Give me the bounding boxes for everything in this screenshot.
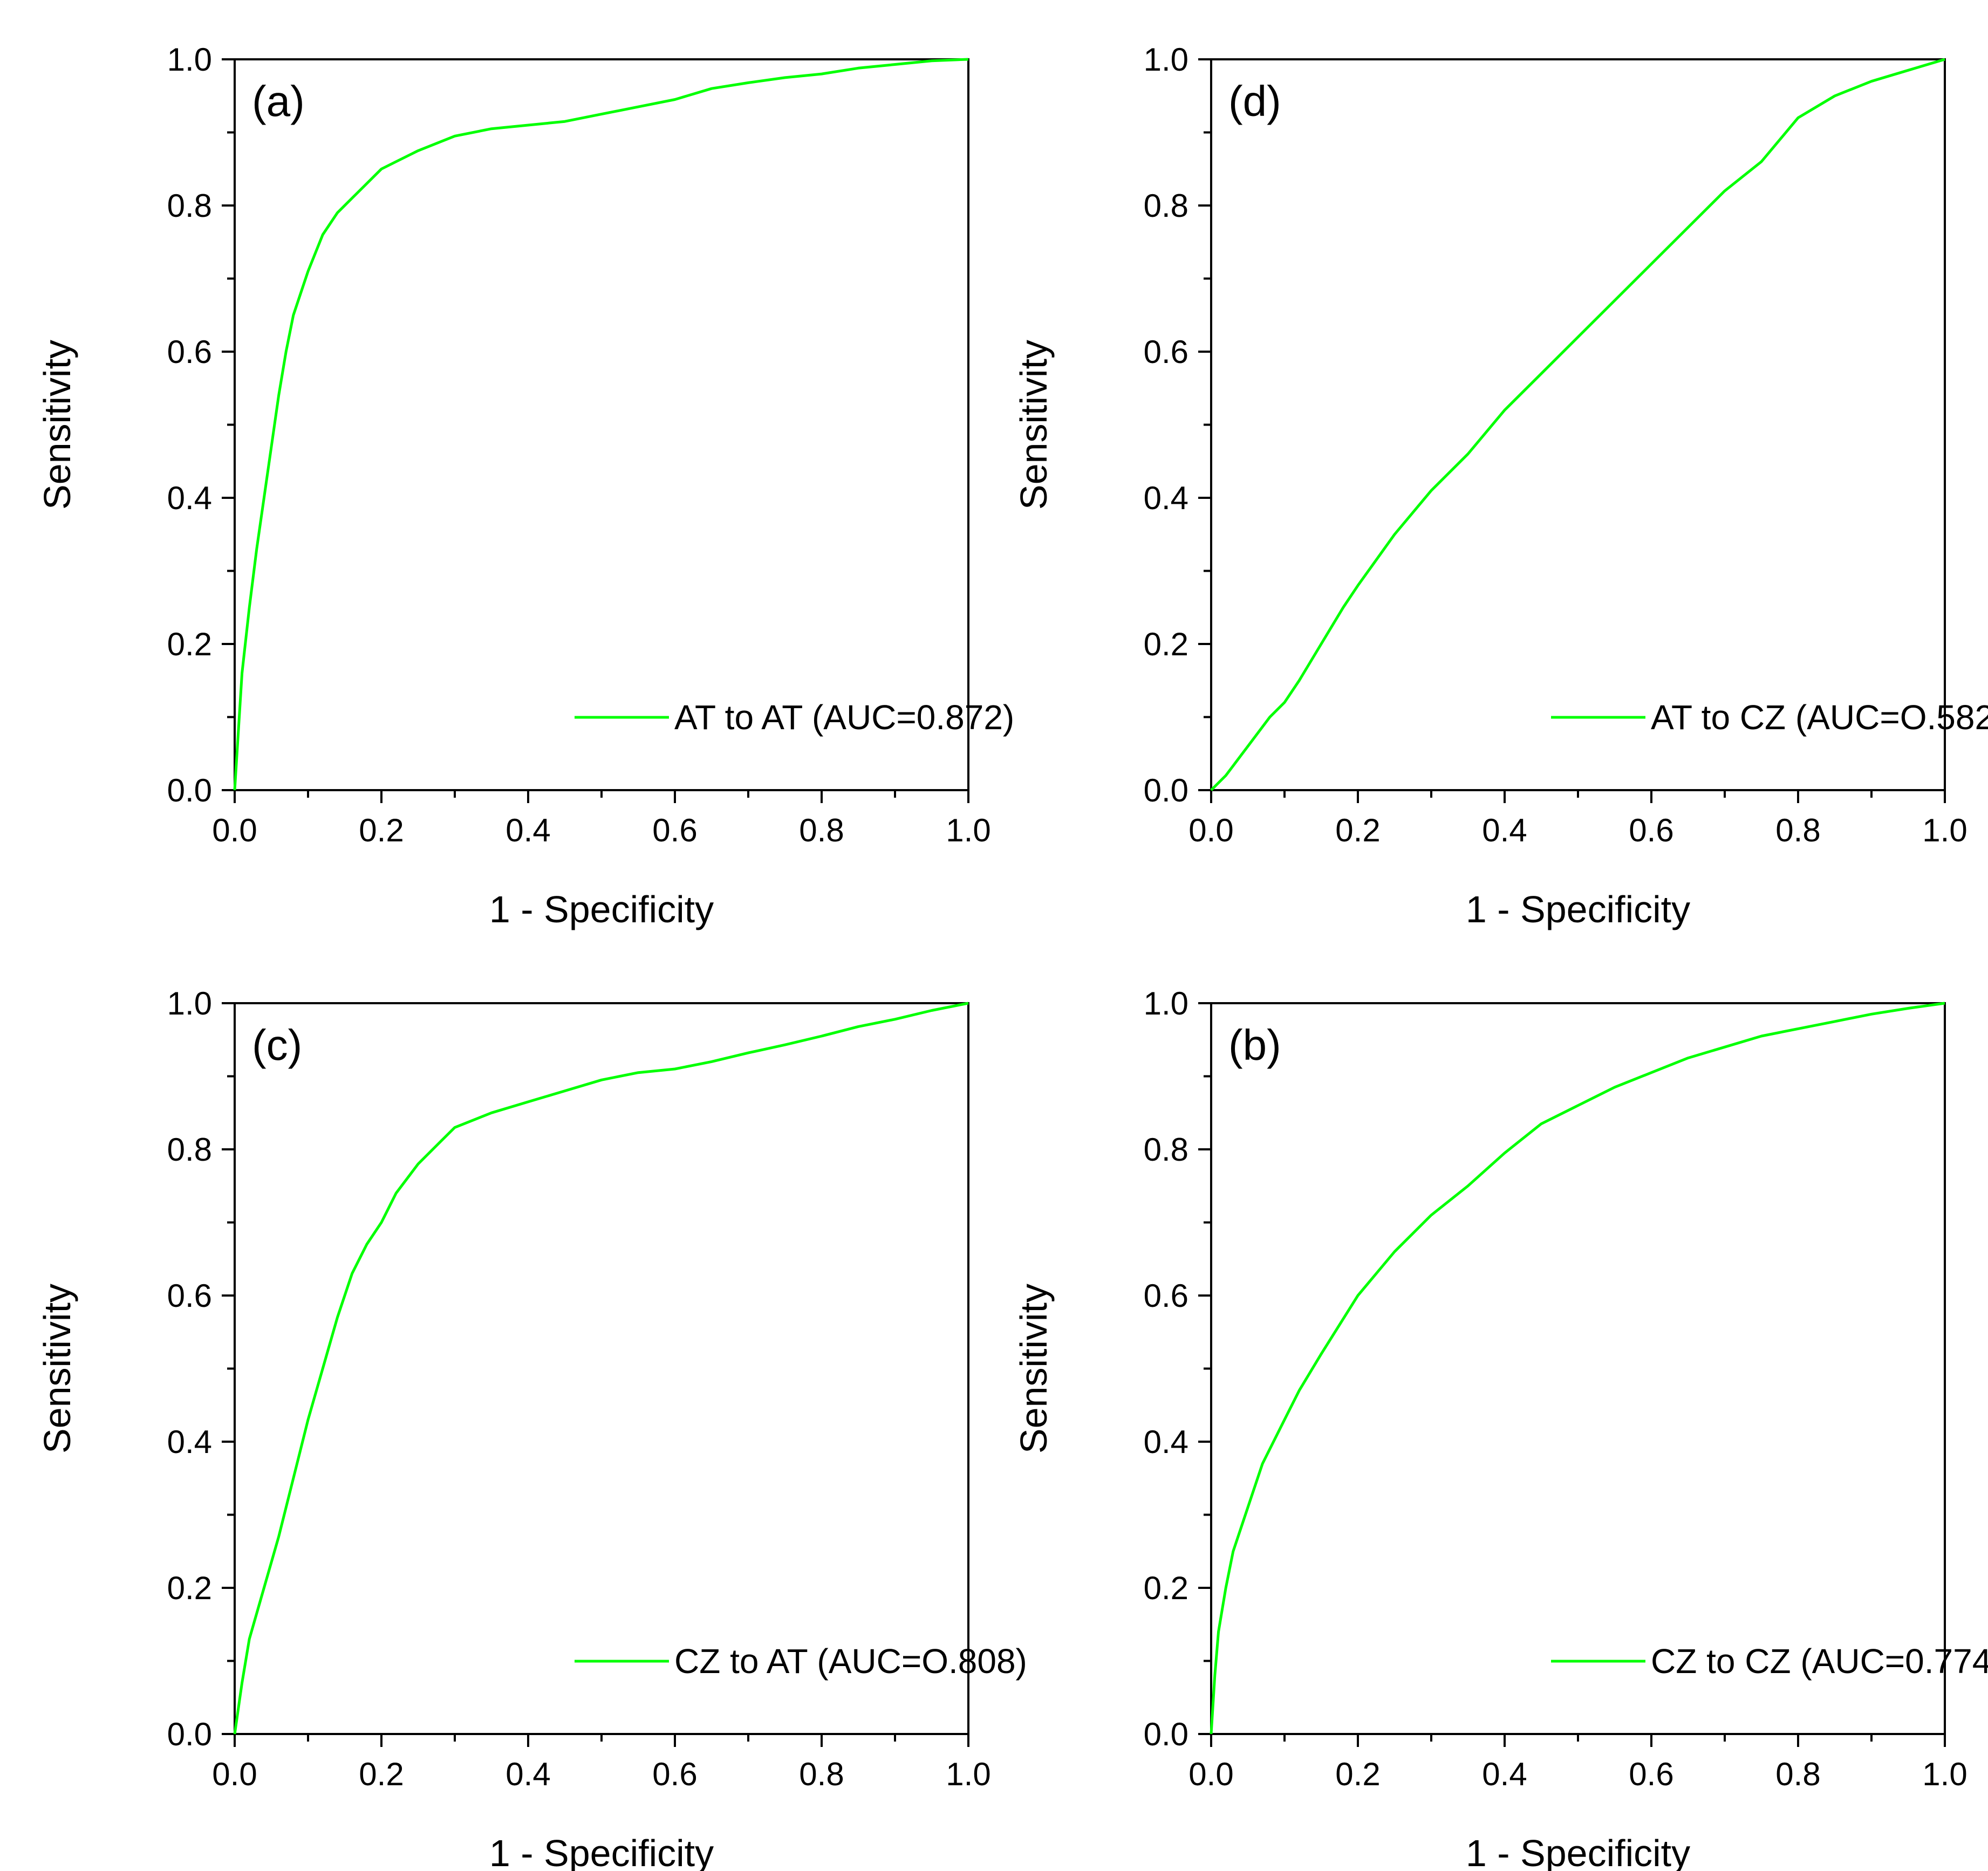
- roc-panel-d: 0.0 0.2 0.4 0.6 0.8 1.0 0.0 0.2 0.4 0.6 0.8 1.0 1 - …: [1013, 42, 1988, 930]
- y-tick-label: 0.2: [1144, 1570, 1188, 1606]
- y-tick-label: 1.0: [167, 42, 212, 78]
- x-tick-label: 0.2: [1335, 1756, 1380, 1792]
- x-axis-title: 1 - Specificity: [489, 888, 714, 930]
- x-tick-label: 0.2: [1335, 812, 1380, 848]
- roc-panel-b: 0.0 0.2 0.4 0.6 0.8 1.0 0.0 0.2 0.4 0.6 0.8 1.0 1 - …: [1013, 985, 1988, 1871]
- panel-label: (b): [1228, 1021, 1281, 1069]
- x-tick-label: 0.2: [359, 1756, 404, 1792]
- x-tick-label: 1.0: [946, 1756, 990, 1792]
- y-tick-label: 0.4: [167, 1424, 212, 1460]
- roc-panel-c: 0.0 0.2 0.4 0.6 0.8 1.0 0.0 0.2 0.4 0.6 0.8 1.0 1 - …: [36, 985, 1027, 1871]
- x-tick-label: 0.0: [212, 1756, 257, 1792]
- y-tick-label: 0.6: [1144, 1278, 1188, 1314]
- legend-label: CZ to AT (AUC=O.808): [674, 1642, 1027, 1681]
- y-axis-title: Sensitivity: [36, 340, 78, 510]
- x-tick-label: 0.0: [1188, 1756, 1233, 1792]
- x-tick-label: 1.0: [946, 812, 990, 848]
- x-tick-label: 0.8: [799, 1756, 844, 1792]
- x-tick-label: 1.0: [1922, 812, 1967, 848]
- y-tick-label: 1.0: [167, 985, 212, 1022]
- y-tick-label: 0.0: [167, 1716, 212, 1752]
- y-axis-title: Sensitivity: [1013, 340, 1055, 510]
- y-tick-label: 0.6: [1144, 334, 1188, 370]
- x-tick-label: 0.2: [359, 812, 404, 848]
- y-tick-label: 0.8: [167, 188, 212, 224]
- y-tick-label: 1.0: [1144, 42, 1188, 78]
- y-axis-title: Sensitivity: [36, 1284, 78, 1454]
- x-tick-label: 0.8: [1775, 1756, 1820, 1792]
- x-tick-label: 0.6: [1629, 812, 1673, 848]
- x-axis-title: 1 - Specificity: [1466, 1832, 1690, 1871]
- plot-frame: [234, 1002, 969, 1735]
- roc-curve: [233, 1002, 969, 1735]
- roc-curve: [1210, 1002, 1945, 1735]
- x-tick-label: 0.6: [1629, 1756, 1673, 1792]
- y-tick-label: 1.0: [1144, 985, 1188, 1022]
- x-tick-label: 0.4: [505, 1756, 550, 1792]
- x-tick-label: 0.8: [799, 812, 844, 848]
- x-tick-label: 0.0: [1188, 812, 1233, 848]
- panel-label: (c): [252, 1021, 302, 1069]
- y-tick-label: 0.4: [1144, 480, 1188, 516]
- plot-frame: [234, 58, 969, 791]
- y-tick-label: 0.0: [1144, 1716, 1188, 1752]
- panel-label: (a): [252, 77, 305, 125]
- y-axis-title: Sensitivity: [1013, 1284, 1055, 1454]
- legend-label: AT to AT (AUC=0.872): [674, 698, 1014, 737]
- y-tick-label: 0.2: [167, 1570, 212, 1606]
- y-tick-label: 0.4: [1144, 1424, 1188, 1460]
- roc-curve: [1210, 58, 1945, 791]
- y-tick-label: 0.4: [167, 480, 212, 516]
- x-tick-label: 0.0: [212, 812, 257, 848]
- y-tick-label: 0.8: [1144, 188, 1188, 224]
- y-tick-label: 0.8: [167, 1132, 212, 1168]
- plot-frame: [1210, 1002, 1946, 1735]
- legend-label: CZ to CZ (AUC=0.774): [1651, 1642, 1988, 1681]
- x-tick-label: 0.6: [652, 1756, 697, 1792]
- plot-frame: [1210, 58, 1946, 791]
- y-tick-label: 0.0: [167, 772, 212, 808]
- panel-label: (d): [1228, 77, 1281, 125]
- y-tick-label: 0.0: [1144, 772, 1188, 808]
- x-tick-label: 0.8: [1775, 812, 1820, 848]
- y-tick-label: 0.2: [167, 626, 212, 662]
- y-tick-label: 0.6: [167, 1278, 212, 1314]
- x-tick-label: 0.4: [1482, 812, 1527, 848]
- x-tick-label: 1.0: [1922, 1756, 1967, 1792]
- y-tick-label: 0.8: [1144, 1132, 1188, 1168]
- x-tick-label: 0.4: [505, 812, 550, 848]
- roc-panel-a: 0.0 0.2 0.4 0.6 0.8 1.0 0.0 0.2 0.4 0.6 0.8 1.0 1 - …: [36, 42, 1014, 930]
- y-tick-label: 0.6: [167, 334, 212, 370]
- x-tick-label: 0.6: [652, 812, 697, 848]
- y-tick-label: 0.2: [1144, 626, 1188, 662]
- x-tick-label: 0.4: [1482, 1756, 1527, 1792]
- legend-label: AT to CZ (AUC=O.582): [1651, 698, 1988, 737]
- x-axis-title: 1 - Specificity: [489, 1832, 714, 1871]
- x-axis-title: 1 - Specificity: [1466, 888, 1690, 930]
- roc-curve: [233, 58, 969, 791]
